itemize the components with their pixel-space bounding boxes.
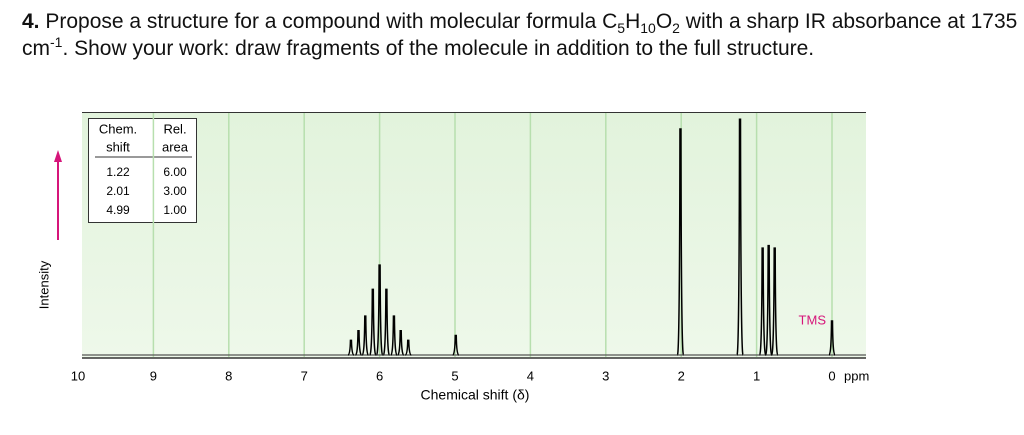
x-tick-label: 7 [301,368,308,383]
subscript: 10 [640,20,656,37]
plot-area [82,112,866,358]
peak [736,118,744,356]
table-header: Rel. [163,121,186,136]
text: Propose a structure for a compound with … [45,10,618,33]
peak [397,329,405,356]
peak [452,334,460,356]
peak [375,264,384,356]
x-tick-label: 3 [602,368,609,383]
text: with a sharp IR absorbance at 1735 cm [22,10,1018,60]
x-tick-label: 6 [376,368,383,383]
question-number: 4. [22,10,40,33]
table-box [88,118,197,223]
x-tick-label: 10 [71,368,85,383]
text: O [655,10,673,33]
x-tick-label: 2 [678,368,685,383]
peak [828,320,836,356]
x-tick-label: 1 [753,368,760,383]
x-tick-label: 0 [828,368,835,383]
subscript: 5 [617,20,626,37]
x-tick-label: 4 [527,368,534,383]
table-cell: 1.00 [163,203,187,217]
x-unit-label: ppm [844,368,869,383]
peak [369,288,377,356]
table-header: shift [106,139,130,154]
text: H [625,10,641,33]
peak [361,315,370,356]
superscript: -1 [50,34,63,50]
peak [770,247,779,356]
table-cell: 3.00 [163,184,187,198]
text: . Show your work: draw fragments of the … [62,37,815,60]
peak [355,329,362,356]
peak [758,247,767,356]
y-axis-label: Intensity [36,260,51,309]
peak [382,288,391,356]
peak [764,244,773,356]
table-header: area [162,139,189,154]
annotation: TMS [799,312,827,327]
table-cell: 2.01 [106,184,130,198]
arrowhead [54,150,62,162]
peak [390,315,398,356]
peak [347,339,355,356]
inset-table: Chem. shift Rel. area 1.22 6.00 2.01 3.00 4.99 1.… [88,118,197,223]
question: 4. Propose a structure for a compound wi… [22,8,1022,62]
x-tick-label: 9 [150,368,157,383]
peak [676,128,685,356]
peak [404,339,412,356]
x-tick-label: 5 [451,368,458,383]
x-tick-label: 8 [225,368,232,383]
table-header: Chem. [99,121,137,136]
table-cell: 1.22 [106,165,130,179]
x-axis-label: Chemical shift (δ) [421,387,530,403]
table-cell: 6.00 [163,165,187,179]
table-cell: 4.99 [106,203,130,217]
subscript: 2 [672,20,680,37]
